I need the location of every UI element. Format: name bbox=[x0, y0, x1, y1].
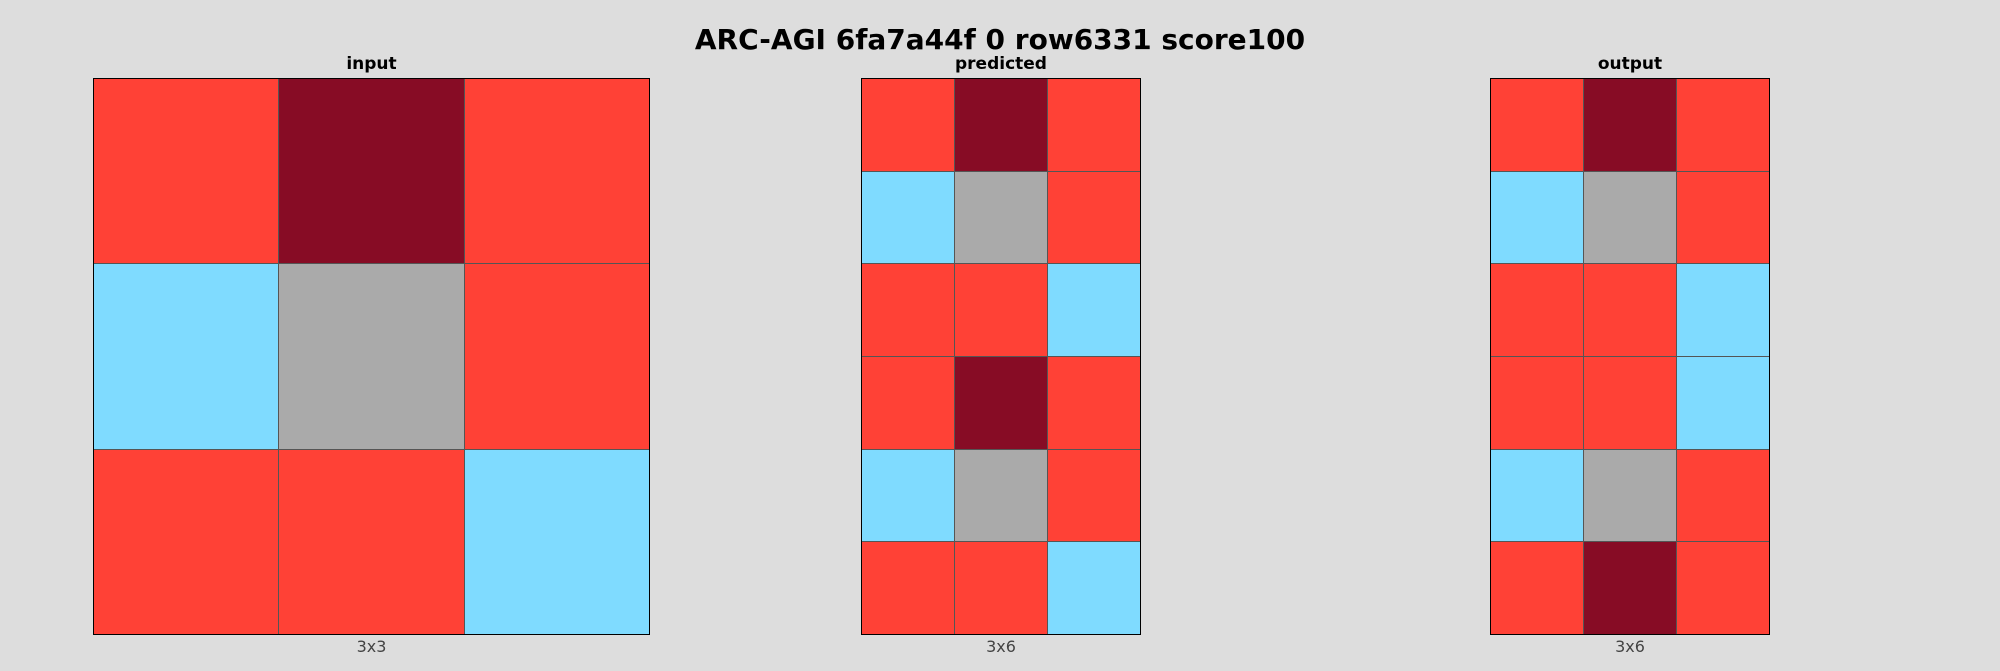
output-cell-r3-c1 bbox=[1584, 356, 1676, 449]
output-cell-r3-c2 bbox=[1677, 356, 1769, 449]
predicted-cell-r2-c0 bbox=[862, 264, 954, 356]
predicted-cell-r0-c0 bbox=[862, 79, 954, 171]
output-size-label: 3x6 bbox=[1615, 637, 1645, 656]
input-cell-r1-c2 bbox=[464, 264, 649, 449]
predicted-size-label: 3x6 bbox=[986, 637, 1016, 656]
predicted-cell-r3-c0 bbox=[862, 356, 954, 449]
output-cell-r5-c1 bbox=[1584, 542, 1676, 634]
predicted-cell-r1-c2 bbox=[1048, 171, 1140, 264]
output-cell-r5-c2 bbox=[1677, 542, 1769, 634]
input-cell-r0-c2 bbox=[464, 79, 649, 264]
predicted-cell-r5-c2 bbox=[1048, 542, 1140, 634]
predicted-label: predicted bbox=[955, 54, 1047, 74]
predicted-cell-r3-c2 bbox=[1048, 356, 1140, 449]
predicted-cell-r0-c2 bbox=[1048, 79, 1140, 171]
output-cell-r2-c0 bbox=[1491, 264, 1583, 356]
input-cell-r2-c0 bbox=[94, 449, 279, 634]
output-cell-r1-c2 bbox=[1677, 171, 1769, 264]
predicted-cell-r2-c1 bbox=[955, 264, 1047, 356]
output-cell-r0-c2 bbox=[1677, 79, 1769, 171]
input-label: input bbox=[346, 54, 397, 74]
predicted-cell-r5-c0 bbox=[862, 542, 954, 634]
input-cell-r0-c1 bbox=[279, 79, 464, 264]
output-cell-r4-c1 bbox=[1584, 449, 1676, 542]
predicted-cell-r2-c2 bbox=[1048, 264, 1140, 356]
predicted-cell-r4-c0 bbox=[862, 449, 954, 542]
predicted-cell-r0-c1 bbox=[955, 79, 1047, 171]
predicted-cell-r4-c1 bbox=[955, 449, 1047, 542]
output-cell-r0-c0 bbox=[1491, 79, 1583, 171]
predicted-cell-r5-c1 bbox=[955, 542, 1047, 634]
output-cell-r2-c2 bbox=[1677, 264, 1769, 356]
input-cell-r2-c1 bbox=[279, 449, 464, 634]
input-cell-r0-c0 bbox=[94, 79, 279, 264]
output-cell-r4-c2 bbox=[1677, 449, 1769, 542]
predicted-cell-r1-c0 bbox=[862, 171, 954, 264]
output-cell-r1-c1 bbox=[1584, 171, 1676, 264]
predicted-grid bbox=[861, 78, 1141, 635]
output-cell-r2-c1 bbox=[1584, 264, 1676, 356]
output-cell-r0-c1 bbox=[1584, 79, 1676, 171]
output-grid bbox=[1490, 78, 1770, 635]
page-title: ARC-AGI 6fa7a44f 0 row6331 score100 bbox=[694, 23, 1306, 56]
predicted-cell-r1-c1 bbox=[955, 171, 1047, 264]
predicted-cell-r4-c2 bbox=[1048, 449, 1140, 542]
output-cell-r5-c0 bbox=[1491, 542, 1583, 634]
output-label: output bbox=[1597, 54, 1663, 74]
input-size-label: 3x3 bbox=[356, 637, 387, 656]
input-cell-r1-c0 bbox=[94, 264, 279, 449]
input-cell-r1-c1 bbox=[279, 264, 464, 449]
input-cell-r2-c2 bbox=[464, 449, 649, 634]
output-cell-r1-c0 bbox=[1491, 171, 1583, 264]
output-cell-r4-c0 bbox=[1491, 449, 1583, 542]
output-cell-r3-c0 bbox=[1491, 356, 1583, 449]
input-grid bbox=[93, 78, 650, 635]
predicted-cell-r3-c1 bbox=[955, 356, 1047, 449]
